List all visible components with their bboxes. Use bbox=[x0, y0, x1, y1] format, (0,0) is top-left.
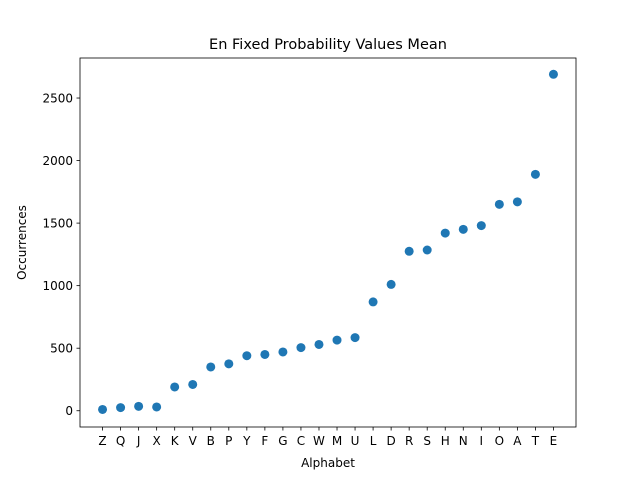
data-point bbox=[458, 224, 468, 234]
x-tick-label: J bbox=[136, 434, 141, 448]
data-point bbox=[440, 228, 450, 238]
x-tick-label: Z bbox=[98, 434, 106, 448]
y-tick-label: 0 bbox=[65, 404, 73, 418]
data-point bbox=[260, 349, 270, 359]
x-tick-label: E bbox=[550, 434, 558, 448]
y-axis-ticks: 0 500 1000 1500 2000 2500 bbox=[42, 91, 80, 418]
x-tick-label: G bbox=[278, 434, 287, 448]
data-point bbox=[116, 403, 126, 413]
x-tick-label: S bbox=[423, 434, 431, 448]
x-tick-label: Q bbox=[116, 434, 125, 448]
x-tick-label: L bbox=[370, 434, 377, 448]
x-tick-label: R bbox=[405, 434, 413, 448]
data-point bbox=[152, 402, 162, 412]
x-tick-label: D bbox=[387, 434, 396, 448]
data-point bbox=[224, 359, 234, 369]
x-tick-label: F bbox=[261, 434, 268, 448]
data-point bbox=[170, 382, 180, 392]
x-tick-label: X bbox=[153, 434, 161, 448]
y-tick-label: 500 bbox=[50, 341, 73, 355]
plot-area bbox=[80, 58, 576, 427]
data-point bbox=[422, 245, 432, 255]
x-tick-label: A bbox=[513, 434, 522, 448]
data-point bbox=[296, 343, 306, 353]
x-tick-label: T bbox=[531, 434, 540, 448]
x-tick-label: M bbox=[332, 434, 342, 448]
y-tick-label: 2500 bbox=[42, 91, 73, 105]
data-point bbox=[530, 169, 540, 179]
x-tick-label: Y bbox=[242, 434, 251, 448]
x-tick-label: P bbox=[225, 434, 232, 448]
data-point bbox=[386, 279, 396, 289]
plot-frame bbox=[79, 57, 577, 428]
y-tick-label: 1500 bbox=[42, 216, 73, 230]
chart-title: En Fixed Probability Values Mean bbox=[209, 37, 447, 53]
data-point bbox=[188, 379, 198, 389]
x-tick-label: H bbox=[441, 434, 450, 448]
data-point bbox=[242, 351, 252, 361]
x-tick-label: I bbox=[480, 434, 484, 448]
data-point bbox=[368, 297, 378, 307]
y-axis-title: Occurrences bbox=[15, 205, 29, 280]
data-point bbox=[512, 197, 522, 207]
x-tick-label: C bbox=[297, 434, 305, 448]
data-point bbox=[134, 401, 144, 411]
data-point bbox=[350, 333, 360, 343]
x-tick-label: N bbox=[459, 434, 468, 448]
x-tick-label: V bbox=[189, 434, 198, 448]
data-point bbox=[494, 199, 504, 209]
x-tick-label: O bbox=[495, 434, 504, 448]
x-tick-label: K bbox=[171, 434, 180, 448]
x-axis-title: Alphabet bbox=[301, 456, 355, 470]
data-point bbox=[98, 404, 108, 414]
data-point bbox=[278, 347, 288, 357]
x-tick-label: B bbox=[207, 434, 215, 448]
y-tick-label: 2000 bbox=[42, 154, 73, 168]
scatter-points bbox=[98, 69, 558, 414]
data-point bbox=[314, 339, 324, 349]
x-tick-label: U bbox=[351, 434, 360, 448]
data-point bbox=[206, 362, 216, 372]
x-tick-label: W bbox=[313, 434, 325, 448]
data-point bbox=[548, 69, 558, 79]
y-tick-label: 1000 bbox=[42, 279, 73, 293]
data-point bbox=[404, 246, 414, 256]
data-point bbox=[332, 335, 342, 345]
data-point bbox=[476, 221, 486, 231]
